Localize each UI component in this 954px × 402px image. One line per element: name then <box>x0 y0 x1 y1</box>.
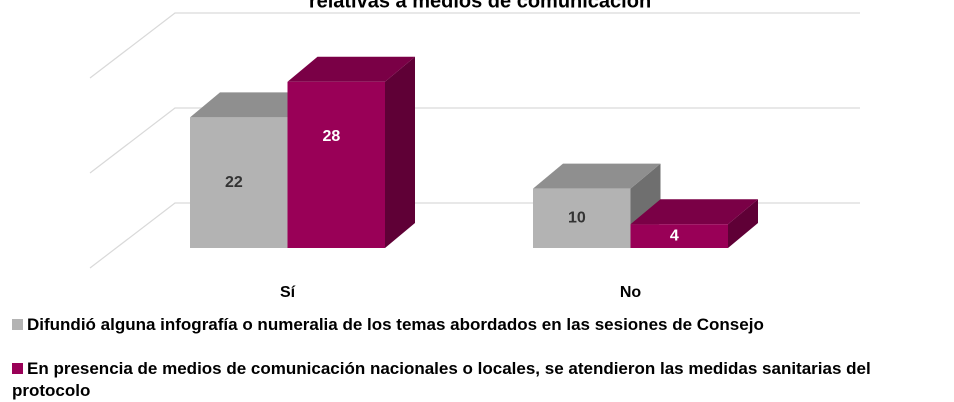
legend-item: En presencia de medios de comunicación n… <box>12 358 947 402</box>
legend-label: En presencia de medios de comunicación n… <box>12 359 871 400</box>
grid-line <box>89 12 860 79</box>
legend-swatch <box>12 319 23 330</box>
bar-top <box>190 92 318 118</box>
legend-swatch <box>12 363 23 374</box>
bar-top <box>630 199 758 225</box>
bar-side <box>385 56 415 248</box>
bar-side <box>728 199 758 248</box>
value-label: 28 <box>322 128 340 145</box>
chart-title: relativas a medios de comunicación <box>309 0 651 12</box>
value-label: 4 <box>670 227 679 244</box>
bar-front <box>190 117 288 248</box>
bar-front <box>287 81 385 248</box>
x-tick-label: No <box>620 284 642 300</box>
bar <box>630 199 758 248</box>
value-label: 22 <box>225 174 243 191</box>
legend-item: Difundió alguna infografía o numeralia d… <box>12 314 947 336</box>
bar-top <box>533 163 661 189</box>
value-label: 10 <box>568 210 586 227</box>
bar-front <box>630 224 728 248</box>
legend-label: Difundió alguna infografía o numeralia d… <box>27 315 764 334</box>
chart: relativas a medios de comunicación Sí 22 2… <box>89 0 860 300</box>
grid-line <box>89 107 860 174</box>
bar-front <box>533 188 631 248</box>
bar-top <box>287 56 415 82</box>
x-tick-label: Sí <box>280 284 296 300</box>
bar <box>287 56 415 248</box>
